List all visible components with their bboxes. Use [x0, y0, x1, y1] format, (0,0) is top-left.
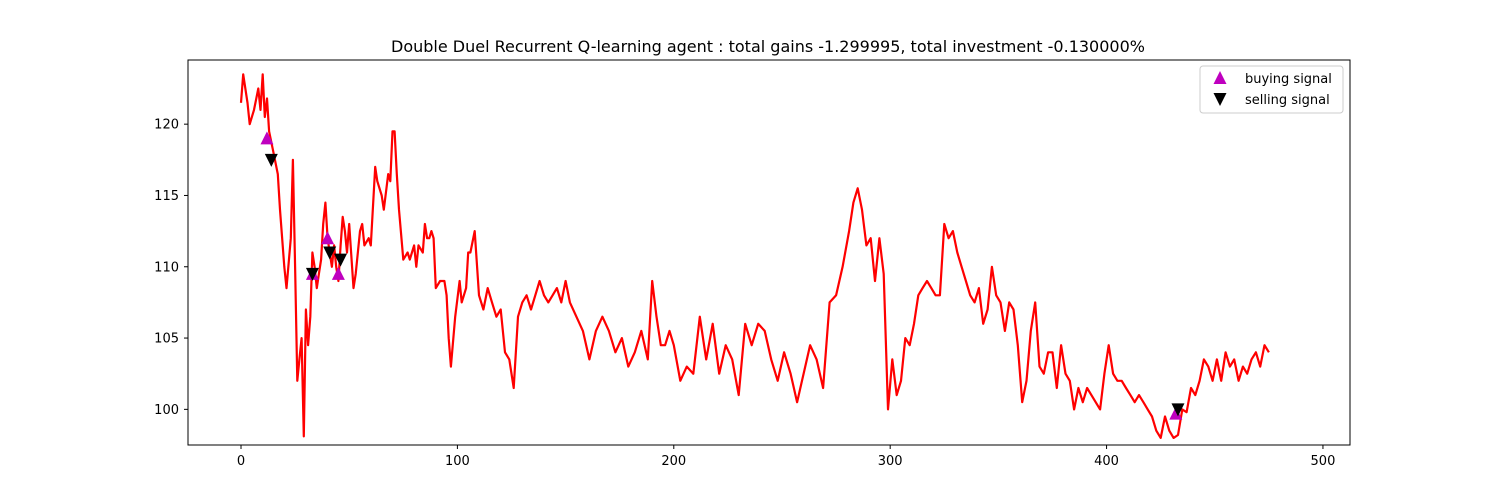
legend-buy-marker	[1213, 71, 1227, 84]
y-tick-label: 100	[154, 403, 179, 418]
y-axis: 100 105 110 115 120	[154, 118, 188, 418]
legend-box	[1199, 65, 1344, 114]
y-tick-label: 105	[154, 332, 179, 347]
plot-frame	[187, 59, 1351, 446]
buy-signal-marker	[331, 266, 345, 280]
x-tick-label: 300	[878, 454, 903, 469]
buy-signal-marker	[260, 131, 274, 145]
x-tick-label: 100	[445, 454, 470, 469]
chart-title: Double Duel Recurrent Q-learning agent :…	[391, 37, 1145, 56]
buy-signal-marker	[321, 231, 335, 245]
legend-buy-label: buying signal	[1245, 72, 1332, 87]
y-tick-label: 110	[154, 260, 179, 275]
sell-signal-marker	[323, 246, 337, 260]
x-axis: 0 100 200 300 400 500	[237, 445, 1335, 469]
sell-signal-marker	[305, 267, 319, 281]
x-tick-label: 500	[1311, 454, 1336, 469]
legend-sell-label: selling signal	[1245, 93, 1330, 108]
plot-content	[239, 73, 1270, 439]
x-tick-label: 400	[1094, 454, 1119, 469]
sell-signal-marker	[264, 153, 278, 167]
x-tick-label: 200	[661, 454, 686, 469]
sell-signal-marker	[1171, 403, 1185, 417]
legend: buying signal selling signal	[1199, 65, 1344, 114]
legend-sell-marker	[1213, 93, 1227, 106]
sell-signal-marker	[334, 253, 348, 267]
y-tick-label: 115	[154, 189, 179, 204]
series-line-close	[239, 73, 1270, 439]
x-tick-label: 0	[237, 454, 245, 469]
buy-signal-marker	[1169, 406, 1183, 420]
y-tick-label: 120	[154, 118, 179, 133]
